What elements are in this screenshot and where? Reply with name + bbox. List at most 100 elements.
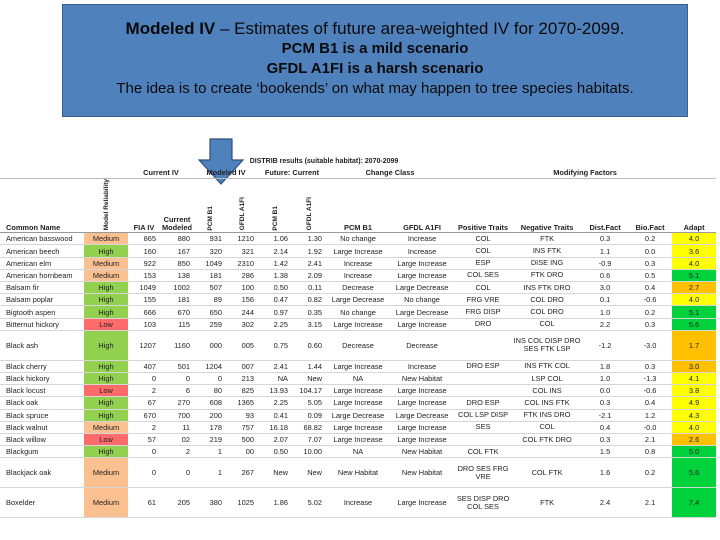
cell-change-pcm-b1: Decrease [326,330,390,361]
cell-modeled-pcm-b1: 931 [194,232,226,246]
species-table-body: American basswood Medium 865 880 931 1210 1.06… [0,232,716,519]
table-row: Bigtooth aspen High 666 670 650 244 0.97 0.35 No… [0,305,716,319]
cell-ratio-pcm-b1: 1.38 [258,269,292,283]
cell-adapt: 4.0 [672,257,716,270]
cell-ratio-gfdl-a1fi: 104.17 [292,384,326,398]
cell-modeled-pcm-b1: 1049 [194,257,226,270]
cell-modeled-gfdl-a1fi: 825 [226,384,258,398]
cell-ratio-pcm-b1: 0.50 [258,281,292,295]
table-row: Black oak High 67 270 608 1365 2.25 5.05 Large I… [0,396,716,410]
cell-bio-fact: 0.3 [628,257,673,270]
header-model-reliability: Model Reliability [102,179,110,231]
table-row: American basswood Medium 865 880 931 1210 1.06… [0,232,716,246]
cell-change-pcm-b1: Large Increase [326,318,390,331]
cell-ratio-pcm-b1: 1.86 [258,487,292,519]
cell-common-name: Blackgum [0,445,84,459]
cell-bio-fact: 0.5 [628,269,673,283]
cell-negative-traits: FTK DRO [512,269,583,283]
table-row: Black walnut Medium 2 11 178 757 16.18 68.82 Lar… [0,421,716,434]
cell-adapt: 3.0 [672,360,716,373]
cell-fia-iv: 2 [128,384,160,398]
cell-positive-traits: COL [454,281,513,295]
cell-modeled-gfdl-a1fi: 302 [226,318,258,331]
cell-change-gfdl-a1fi: Large Decrease [390,409,455,422]
header-dist-fact: Dist.Fact [582,178,629,234]
cell-current-modeled: 02 [160,433,194,447]
cell-fia-iv: 407 [128,360,160,373]
cell-change-gfdl-a1fi: New Habitat [390,457,455,489]
cell-fia-iv: 67 [128,396,160,410]
cell-current-modeled: 1160 [160,330,194,361]
cell-change-pcm-b1: Increase [326,269,390,283]
cell-bio-fact: -3.0 [628,330,673,361]
cell-fia-iv: 61 [128,487,160,519]
cell-positive-traits [454,433,513,447]
cell-change-pcm-b1: NA [326,372,390,386]
cell-ratio-gfdl-a1fi: 2.41 [292,257,326,270]
cell-model-reliability: High [84,445,128,459]
cell-ratio-gfdl-a1fi: 1.44 [292,360,326,373]
table-row: Balsam fir High 1049 1002 507 100 0.50 0.11 Decr… [0,281,716,295]
cell-current-modeled: 501 [160,360,194,373]
cell-dist-fact: 1.5 [582,445,629,459]
cell-current-modeled: 205 [160,487,194,519]
species-table-container: DISTRIB results (suitable habitat): 2070… [0,157,716,540]
cell-modeled-pcm-b1: 380 [194,487,226,519]
cell-ratio-gfdl-a1fi: 5.02 [292,487,326,519]
cell-change-pcm-b1: NA [326,445,390,459]
cell-negative-traits: INS COL DISP DRO SES FTK LSP [512,330,583,361]
banner-line-1-rest: – Estimates of future area-weighted IV f… [215,19,625,38]
cell-common-name: American elm [0,257,84,270]
cell-ratio-gfdl-a1fi: 10.00 [292,445,326,459]
cell-change-pcm-b1: Large Increase [326,360,390,373]
cell-positive-traits [454,384,513,398]
cell-fia-iv: 153 [128,269,160,283]
cell-adapt: 4.9 [672,396,716,410]
header-fia-iv: FIA IV [128,178,160,234]
header-bio-fact: Bio.Fact [628,178,673,234]
cell-negative-traits: INS FTK [512,244,583,258]
table-row: Black spruce High 670 700 200 93 0.41 0.09 Large… [0,409,716,422]
cell-positive-traits: ESP [454,257,513,270]
cell-positive-traits [454,330,513,361]
cell-positive-traits: COL FTK [454,445,513,459]
cell-positive-traits: DRO ESP [454,360,513,373]
cell-dist-fact: 0.3 [582,232,629,246]
cell-change-gfdl-a1fi: New Habitat [390,372,455,386]
cell-modeled-pcm-b1: 1 [194,445,226,459]
cell-ratio-pcm-b1: 2.14 [258,244,292,258]
cell-dist-fact: -1.2 [582,330,629,361]
cell-negative-traits: INS FTK COL [512,360,583,373]
cell-change-pcm-b1: Large Decrease [326,293,390,307]
cell-bio-fact: 0.2 [628,232,673,246]
cell-dist-fact: 2.2 [582,318,629,331]
cell-ratio-pcm-b1: 16.18 [258,421,292,434]
cell-modeled-gfdl-a1fi: 286 [226,269,258,283]
cell-modeled-gfdl-a1fi: 500 [226,433,258,447]
cell-model-reliability: High [84,330,128,361]
cell-bio-fact: 0.2 [628,457,673,489]
cell-ratio-gfdl-a1fi: 0.35 [292,305,326,319]
cell-positive-traits: SES DISP DRO COL SES [454,487,513,519]
cell-model-reliability: High [84,372,128,386]
cell-adapt: 5.1 [672,269,716,283]
cell-ratio-pcm-b1: 2.25 [258,396,292,410]
cell-ratio-gfdl-a1fi: 0.09 [292,409,326,422]
cell-fia-iv: 57 [128,433,160,447]
cell-ratio-pcm-b1: 0.50 [258,445,292,459]
cell-bio-fact: 0.8 [628,445,673,459]
cell-dist-fact: 3.0 [582,281,629,295]
cell-current-modeled: 270 [160,396,194,410]
cell-change-pcm-b1: Large Increase [326,433,390,447]
table-row: Black ash High 1207 1160 000 005 0.75 0.60 Decre… [0,330,716,361]
cell-adapt: 5.1 [672,305,716,319]
header-current-modeled: Current Modeled [160,178,194,234]
cell-positive-traits: COL [454,244,513,258]
cell-ratio-gfdl-a1fi: 7.07 [292,433,326,447]
group-future-current: Future: Current [258,166,326,179]
table-row: American hornbeam Medium 153 138 181 286 1.38 2… [0,269,716,283]
cell-change-gfdl-a1fi: Increase [390,244,455,258]
cell-dist-fact: -0.9 [582,257,629,270]
cell-ratio-pcm-b1: New [258,457,292,489]
cell-change-pcm-b1: No change [326,232,390,246]
